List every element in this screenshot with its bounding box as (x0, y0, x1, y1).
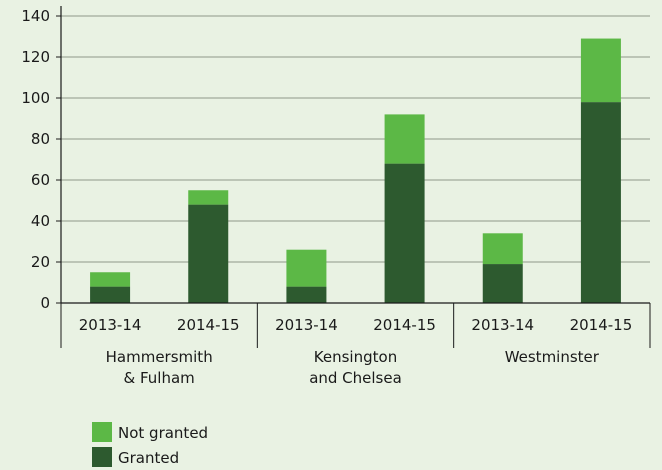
group-label-1-line-1: and Chelsea (309, 369, 402, 387)
legend-label-granted: Granted (118, 449, 179, 467)
x-category-label-4: 2013-14 (471, 316, 534, 334)
bar-granted-2 (286, 286, 327, 303)
grid-lines (61, 15, 650, 263)
group-label-1: Kensington and Chelsea (309, 348, 402, 387)
x-category-label-5: 2014-15 (570, 316, 633, 334)
bar-granted-3 (384, 163, 425, 303)
bar-not-granted-3 (384, 114, 425, 164)
group-label-0-line-0: Hammersmith (106, 348, 213, 366)
bar-granted-0 (90, 286, 131, 303)
x-axis-labels: 2013-14 2014-15 2013-14 2014-15 2013-14 2014-… (79, 316, 633, 387)
y-tick-label-120: 120 (21, 48, 50, 66)
y-tick-label-60: 60 (31, 171, 50, 189)
bar-not-granted-1 (188, 190, 229, 205)
x-category-label-0: 2013-14 (79, 316, 142, 334)
y-tick-label-140: 140 (21, 7, 50, 25)
group-label-2: Westminster (505, 348, 600, 366)
x-category-label-2: 2013-14 (275, 316, 338, 334)
legend-swatch-not-granted (92, 422, 112, 442)
bar-not-granted-4 (482, 233, 523, 265)
group-label-1-line-0: Kensington (314, 348, 397, 366)
group-label-0: Hammersmith & Fulham (106, 348, 213, 387)
bar-not-granted-5 (580, 38, 621, 103)
y-tick-label-40: 40 (31, 212, 50, 230)
y-tick-label-80: 80 (31, 130, 50, 148)
legend: Not granted Granted (92, 422, 208, 467)
bar-granted-1 (188, 204, 229, 303)
y-axis-tick-labels: 0 20 40 60 80 100 120 140 (21, 7, 50, 312)
x-category-label-1: 2014-15 (177, 316, 240, 334)
group-label-2-line-0: Westminster (505, 348, 600, 366)
axes (56, 6, 651, 348)
bar-not-granted-0 (90, 272, 131, 287)
bars (90, 38, 621, 303)
legend-label-not-granted: Not granted (118, 424, 208, 442)
legend-swatch-granted (92, 447, 112, 467)
bar-granted-5 (580, 102, 621, 303)
y-tick-label-100: 100 (21, 89, 50, 107)
y-tick-label-20: 20 (31, 253, 50, 271)
bar-not-granted-2 (286, 249, 327, 287)
y-tick-label-0: 0 (40, 294, 50, 312)
bar-granted-4 (482, 264, 523, 303)
x-category-label-3: 2014-15 (373, 316, 436, 334)
group-label-0-line-1: & Fulham (124, 369, 195, 387)
